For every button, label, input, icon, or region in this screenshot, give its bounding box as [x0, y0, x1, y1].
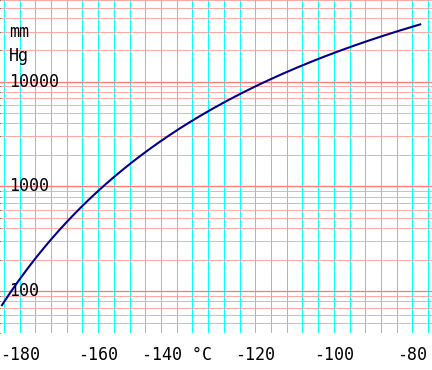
Text: -180: -180 [0, 346, 40, 364]
Text: 100: 100 [9, 282, 38, 300]
Text: 1000: 1000 [9, 178, 49, 195]
Text: -120: -120 [235, 346, 275, 364]
Text: -140 °C: -140 °C [142, 346, 212, 364]
Text: 10000: 10000 [9, 73, 59, 91]
Text: -100: -100 [314, 346, 354, 364]
Text: -80: -80 [397, 346, 427, 364]
Text: Hg: Hg [9, 47, 29, 65]
Text: -160: -160 [78, 346, 118, 364]
Text: mm: mm [9, 23, 29, 41]
